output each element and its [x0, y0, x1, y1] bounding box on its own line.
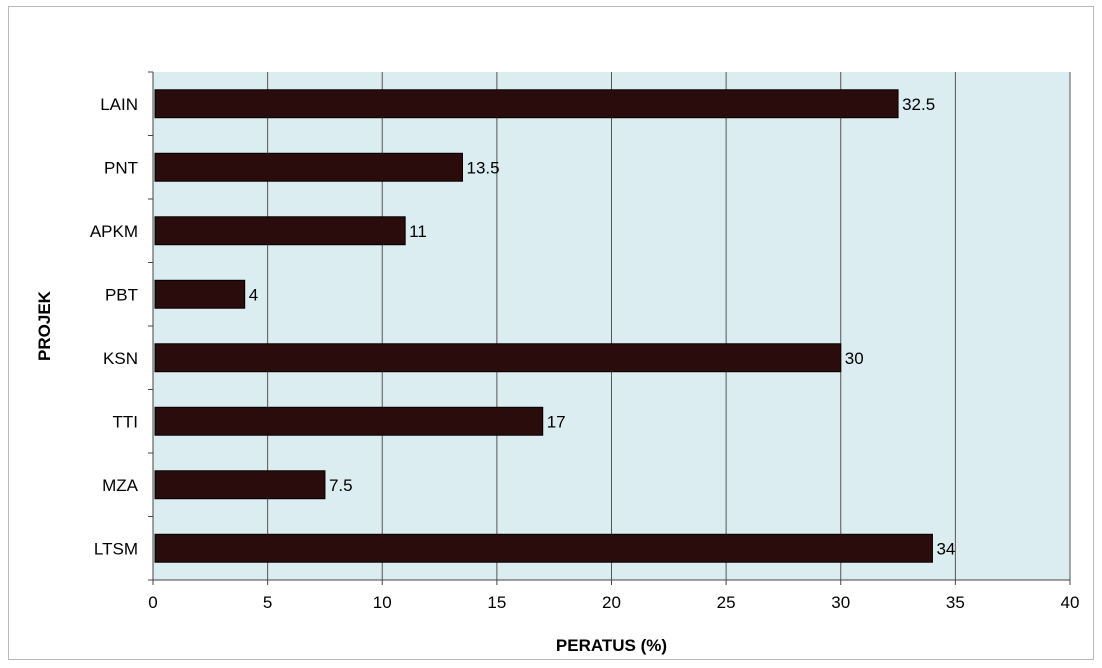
x-tick-label: 15 — [487, 593, 506, 612]
bar-lain — [154, 89, 899, 119]
category-label: LTSM — [94, 539, 138, 558]
x-tick-label: 30 — [831, 593, 850, 612]
bar-pnt — [154, 152, 463, 182]
x-axis-title: PERATUS (%) — [556, 636, 667, 655]
data-label: 13.5 — [466, 158, 499, 177]
data-label: 17 — [547, 412, 566, 431]
data-label: 32.5 — [902, 95, 935, 114]
data-label: 34 — [936, 539, 955, 558]
axes — [148, 71, 1071, 585]
category-label: APKM — [90, 222, 138, 241]
x-tick-label: 0 — [148, 593, 157, 612]
data-label: 11 — [409, 222, 427, 241]
x-tick-label: 10 — [373, 593, 392, 612]
category-label: MZA — [102, 476, 139, 495]
category-label: KSN — [103, 349, 138, 368]
category-label: PNT — [104, 158, 138, 177]
bar-ksn — [154, 343, 842, 373]
x-tick-label: 40 — [1061, 593, 1080, 612]
bar-tti — [154, 406, 544, 436]
labels: 0 5 10 15 20 25 30 35 40 LAIN 32.5 PNT 13.5 APKM 11 PBT… — [90, 95, 1080, 612]
x-tick-label: 25 — [717, 593, 736, 612]
x-tick-label: 20 — [602, 593, 621, 612]
x-tick-label: 5 — [263, 593, 272, 612]
category-label: TTI — [113, 412, 139, 431]
bar-ltsm — [154, 533, 933, 563]
category-label: LAIN — [100, 95, 138, 114]
data-label: 7.5 — [329, 476, 353, 495]
x-tick-label: 35 — [946, 593, 965, 612]
data-label: 4 — [249, 285, 258, 304]
y-axis-title: PROJEK — [35, 290, 54, 361]
bar-apkm — [154, 216, 406, 246]
bar-pbt — [154, 279, 246, 309]
data-label: 30 — [845, 349, 864, 368]
bars — [154, 89, 933, 563]
category-label: PBT — [105, 285, 138, 304]
bar-mza — [154, 470, 326, 500]
